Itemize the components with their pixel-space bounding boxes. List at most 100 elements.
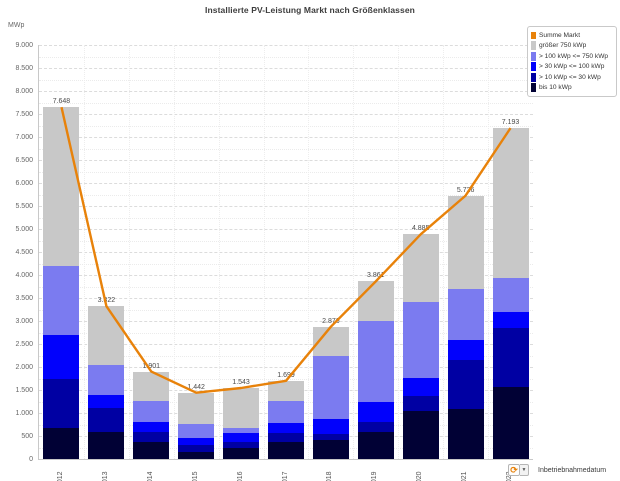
bar-segment-2014[interactable] <box>133 431 170 442</box>
bar-segment-2012[interactable] <box>43 378 80 429</box>
bar-segment-2015[interactable] <box>178 451 215 459</box>
bar-total-label: 1.442 <box>187 383 205 391</box>
bar-segment-2019[interactable] <box>357 320 394 402</box>
bar-segment-2014[interactable] <box>133 422 170 432</box>
x-tick-label-2018[interactable]: 2018 <box>326 471 334 481</box>
y-tick-label: 4.000 <box>15 271 33 279</box>
legend-item[interactable]: > 100 kWp <= 750 kWp <box>531 51 612 62</box>
y-tick-label: 9.000 <box>15 41 33 49</box>
bar-segment-2019[interactable] <box>357 401 394 422</box>
bar-segment-2013[interactable] <box>88 364 125 395</box>
bar-segment-2014[interactable] <box>133 441 170 459</box>
bar-segment-2021[interactable] <box>447 195 484 290</box>
gridline <box>39 79 533 81</box>
y-tick-label: 7.000 <box>15 133 33 141</box>
x-tick-label-2021[interactable]: 2021 <box>461 471 469 481</box>
bar-segment-2015[interactable] <box>178 424 215 438</box>
bar-total-label: 7.648 <box>52 98 71 106</box>
gridline <box>39 68 533 69</box>
bar-segment-2017[interactable] <box>268 400 304 424</box>
bar-segment-2013[interactable] <box>88 306 125 365</box>
gridline-vertical <box>308 45 310 459</box>
bar-segment-2022[interactable] <box>492 311 529 329</box>
bar-segment-2022[interactable] <box>492 277 529 312</box>
bar-segment-2021[interactable] <box>447 289 484 341</box>
gridline <box>39 114 533 115</box>
gridline <box>39 91 533 92</box>
bar-segment-2022[interactable] <box>492 387 529 459</box>
bar-segment-2013[interactable] <box>88 408 125 433</box>
bar-segment-2020[interactable] <box>402 396 439 412</box>
bar-segment-2022[interactable] <box>492 328 529 388</box>
bar-segment-2019[interactable] <box>357 281 394 321</box>
bar-total-label: 7.193 <box>501 119 520 127</box>
bar-segment-2015[interactable] <box>178 437 215 445</box>
legend-item[interactable]: größer 750 kWp <box>531 41 612 52</box>
bar-segment-2017[interactable] <box>268 433 304 442</box>
bar-segment-2021[interactable] <box>447 360 484 410</box>
bar-total-label: 1.543 <box>232 379 250 387</box>
bar-segment-2016[interactable] <box>223 441 260 449</box>
bar-segment-2018[interactable] <box>312 434 349 441</box>
y-tick-label: 0 <box>29 455 33 463</box>
bar-segment-2015[interactable] <box>178 444 215 452</box>
bar-segment-2018[interactable] <box>312 419 349 435</box>
bar-segment-2021[interactable] <box>447 340 484 361</box>
x-tick-label-2012[interactable]: 2012 <box>56 471 64 481</box>
bar-segment-2016[interactable] <box>223 388 260 428</box>
bar-segment-2017[interactable] <box>268 423 304 434</box>
bar-segment-2020[interactable] <box>402 377 439 396</box>
bar-segment-2016[interactable] <box>223 432 260 442</box>
gridline-vertical <box>398 45 400 459</box>
gridline-vertical <box>263 45 265 459</box>
gridline <box>39 125 533 127</box>
chart-title: Installierte PV-Leistung Markt nach Größ… <box>205 5 415 15</box>
bar-segment-2019[interactable] <box>357 421 394 432</box>
bar-segment-2022[interactable] <box>492 128 529 278</box>
bar-segment-2020[interactable] <box>402 301 439 378</box>
chevron-down-icon[interactable]: ▼ <box>520 464 529 476</box>
legend-label: > 100 kWp <= 750 kWp <box>539 52 609 60</box>
gridline <box>39 252 533 253</box>
bar-segment-2017[interactable] <box>268 441 304 459</box>
bar-segment-2017[interactable] <box>268 380 304 401</box>
y-tick-label: 8.500 <box>15 64 33 72</box>
gridline-vertical <box>173 45 175 459</box>
y-tick-label: 500 <box>21 432 33 440</box>
bar-segment-2016[interactable] <box>223 427 260 433</box>
bar-segment-2014[interactable] <box>133 401 170 422</box>
gridline <box>39 263 533 265</box>
x-tick-label-2016[interactable]: 2016 <box>236 471 244 481</box>
x-tick-label-2013[interactable]: 2013 <box>101 471 109 481</box>
bar-segment-2015[interactable] <box>178 392 215 425</box>
gridline <box>39 275 533 276</box>
axis-dimension-icon[interactable]: ⟳ <box>508 464 520 476</box>
bar-segment-2016[interactable] <box>223 448 260 459</box>
x-tick-label-2015[interactable]: 2015 <box>191 471 199 481</box>
bar-segment-2020[interactable] <box>402 411 439 459</box>
gridline <box>39 367 533 368</box>
legend-item[interactable]: bis 10 kWp <box>531 83 612 94</box>
bar-total-label: 1.699 <box>277 371 295 379</box>
bar-segment-2013[interactable] <box>88 432 125 459</box>
bar-segment-2018[interactable] <box>312 440 349 459</box>
bar-segment-2013[interactable] <box>88 394 125 409</box>
bar-segment-2012[interactable] <box>43 334 80 379</box>
bar-segment-2021[interactable] <box>447 409 484 459</box>
bar-segment-2018[interactable] <box>312 356 349 420</box>
x-tick-label-2017[interactable]: 2017 <box>281 471 289 481</box>
bar-segment-2012[interactable] <box>43 265 80 335</box>
legend-swatch <box>531 51 536 61</box>
y-tick-label: 3.500 <box>15 294 33 302</box>
legend-item[interactable]: Summe Markt <box>531 30 612 41</box>
summe-markt-line <box>60 106 512 394</box>
legend-item[interactable]: > 10 kWp <= 30 kWp <box>531 72 612 83</box>
legend-item[interactable]: > 30 kWp <= 100 kWp <box>531 62 612 73</box>
gridline <box>39 321 533 322</box>
bar-segment-2019[interactable] <box>357 431 394 459</box>
bar-segment-2012[interactable] <box>43 428 80 459</box>
bar-segment-2012[interactable] <box>43 107 80 266</box>
x-tick-label-2014[interactable]: 2014 <box>146 471 154 481</box>
x-tick-label-2019[interactable]: 2019 <box>371 471 379 481</box>
x-tick-label-2020[interactable]: 2020 <box>416 471 424 481</box>
